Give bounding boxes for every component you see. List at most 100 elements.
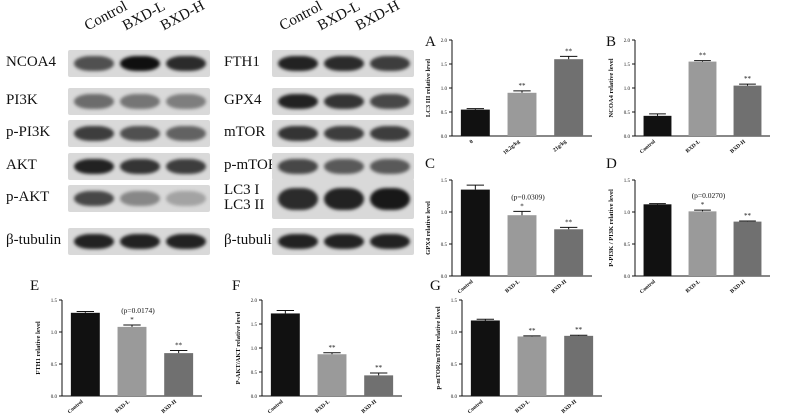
x-tick-label: Control <box>267 399 285 416</box>
y-tick-label: 1.0 <box>251 347 258 352</box>
x-tick-label: BXD-L <box>514 399 531 415</box>
y-axis-label: FTH1 relative level <box>35 321 42 375</box>
significance-mark: ** <box>575 326 583 334</box>
blot-band <box>74 190 114 207</box>
bar <box>688 211 717 276</box>
y-tick-label: 1.0 <box>451 331 458 336</box>
significance-mark: ** <box>175 342 183 350</box>
panel-letter: A <box>425 34 436 50</box>
x-tick-label: BXD-H <box>551 278 569 294</box>
x-tick-label: BXD-L <box>685 139 702 155</box>
bar <box>733 85 762 136</box>
y-tick-label: 0.0 <box>51 395 58 400</box>
blot-row-label: β-tubulin <box>6 232 62 248</box>
y-axis-label: p-mTOR/mTOR relative level <box>435 306 442 389</box>
blot-band <box>370 158 410 175</box>
blot-band <box>324 125 364 142</box>
significance-mark: * <box>130 316 134 324</box>
y-tick-label: 0.0 <box>251 395 258 400</box>
bar <box>564 335 594 396</box>
blot-band <box>278 187 318 211</box>
blot-band <box>120 190 160 207</box>
blot-row-label: AKT <box>6 157 37 173</box>
blot-strip <box>272 228 414 255</box>
y-tick-label: 0.0 <box>624 135 631 140</box>
blot-strip <box>68 153 210 180</box>
bar <box>507 92 537 136</box>
y-tick-label: 0.5 <box>624 111 631 116</box>
blot-band <box>324 158 364 175</box>
y-axis-label: GPX4 relative level <box>425 201 432 255</box>
blot-band <box>166 190 206 207</box>
blot-band <box>166 93 206 110</box>
y-tick-label: 1.5 <box>51 299 58 304</box>
significance-mark: ** <box>744 212 752 220</box>
bar <box>270 313 300 396</box>
blot-band <box>120 158 160 175</box>
x-tick-label: 10.2g/kg <box>502 139 521 156</box>
y-tick-label: 1.5 <box>624 63 631 68</box>
p-value-note: (p=0.0270) <box>692 191 726 200</box>
significance-mark: * <box>520 202 524 210</box>
blot-strip <box>272 50 414 77</box>
y-tick-label: 0.5 <box>441 243 448 248</box>
x-tick-label: Control <box>639 139 657 156</box>
blot-band <box>74 93 114 110</box>
blot-band <box>166 55 206 72</box>
x-tick-label: Control <box>457 279 475 296</box>
blot-band <box>370 125 410 142</box>
blot-band <box>278 233 318 250</box>
bar <box>643 204 672 276</box>
blot-row-label: PI3K <box>6 92 38 108</box>
bar <box>117 326 147 396</box>
blot-band <box>324 233 364 250</box>
bar <box>164 353 194 396</box>
y-tick-label: 2.0 <box>251 299 258 304</box>
x-tick-label: Control <box>67 399 85 416</box>
y-tick-label: 1.5 <box>251 323 258 328</box>
bar <box>517 336 547 396</box>
blot-band <box>74 55 114 72</box>
x-tick-label: 21g/kg <box>552 139 568 154</box>
bar <box>317 354 347 396</box>
blot-strip <box>68 185 210 212</box>
y-tick-label: 1.5 <box>441 63 448 68</box>
blot-band <box>278 55 318 72</box>
x-tick-label: Control <box>639 279 657 296</box>
blot-strip <box>68 120 210 147</box>
x-tick-label: BXD-H <box>729 278 747 294</box>
blot-band <box>370 93 410 110</box>
blot-band <box>120 93 160 110</box>
bar <box>733 221 762 276</box>
blot-band <box>370 55 410 72</box>
bar <box>70 312 100 396</box>
p-value-note: (p=0.0309) <box>511 192 545 201</box>
y-tick-label: 0.0 <box>451 395 458 400</box>
blot-strip <box>272 88 414 115</box>
significance-mark: * <box>701 201 705 209</box>
blot-strip <box>68 50 210 77</box>
x-tick-label: BXD-H <box>161 398 179 414</box>
y-tick-label: 1.0 <box>624 87 631 92</box>
y-tick-label: 0.5 <box>251 371 258 376</box>
blot-band <box>370 187 410 211</box>
blot-row-label: p-PI3K <box>6 124 51 140</box>
panel-letter: E <box>30 278 39 294</box>
y-tick-label: 0.0 <box>624 275 631 280</box>
significance-mark: ** <box>329 344 337 352</box>
x-tick-label: BXD-H <box>361 398 379 414</box>
y-axis-label: P-PI3K / PI3K relative level <box>608 189 615 267</box>
y-tick-label: 1.5 <box>451 299 458 304</box>
y-tick-label: 0.5 <box>441 111 448 116</box>
y-tick-label: 1.0 <box>441 87 448 92</box>
blot-band <box>324 187 364 211</box>
blot-band <box>324 55 364 72</box>
blot-band <box>120 125 160 142</box>
blot-strip <box>272 120 414 147</box>
blot-row-label: GPX4 <box>224 92 262 108</box>
significance-mark: ** <box>565 47 573 55</box>
y-tick-label: 2.0 <box>624 39 631 44</box>
blot-band <box>370 233 410 250</box>
y-axis-label: P-AKT/AKT relative level <box>235 311 242 384</box>
blot-band <box>74 233 114 250</box>
